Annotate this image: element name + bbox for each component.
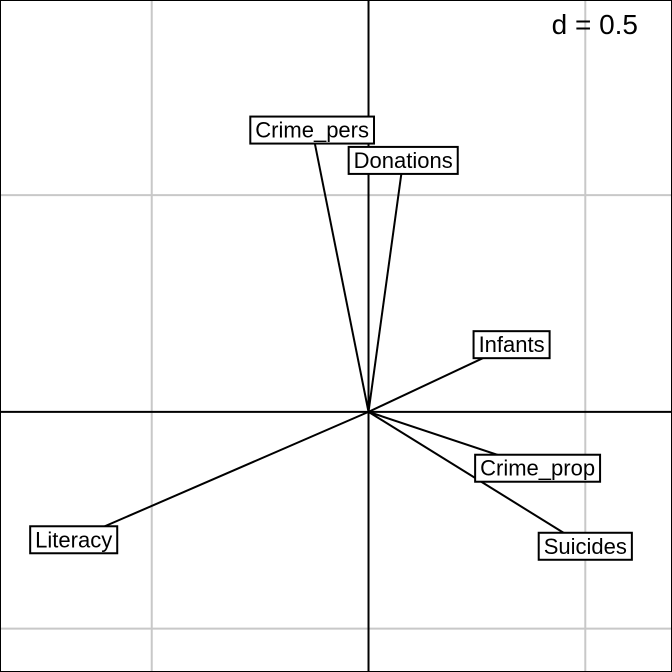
- label-text-crime-pers: Crime_pers: [255, 118, 369, 143]
- label-box-suicides: [537, 531, 633, 561]
- label-infants: Infants: [472, 330, 551, 360]
- arrow-crime-pers: [311, 129, 370, 413]
- label-box-crime-pers: [249, 115, 376, 145]
- label-box-donations: [347, 145, 459, 175]
- label-text-infants: Infants: [479, 332, 545, 357]
- scale-label: d = 0.5: [552, 9, 638, 40]
- label-box-infants: [472, 330, 551, 360]
- arrow-donations: [367, 160, 405, 413]
- label-donations: Donations: [347, 145, 459, 175]
- label-literacy: Literacy: [29, 525, 119, 555]
- arrow-literacy: [73, 410, 369, 541]
- label-text-literacy: Literacy: [35, 527, 112, 552]
- label-text-suicides: Suicides: [544, 534, 627, 559]
- label-suicides: Suicides: [537, 531, 633, 561]
- variable-labels: Crime_pers Donations Infants Crime_prop Suic…: [29, 115, 633, 561]
- label-box-crime-prop: [474, 453, 602, 483]
- label-box-literacy: [29, 525, 119, 555]
- label-crime-prop: Crime_prop: [474, 453, 602, 483]
- label-crime-pers: Crime_pers: [249, 115, 376, 145]
- label-text-crime-prop: Crime_prop: [480, 456, 595, 481]
- label-text-donations: Donations: [354, 148, 453, 173]
